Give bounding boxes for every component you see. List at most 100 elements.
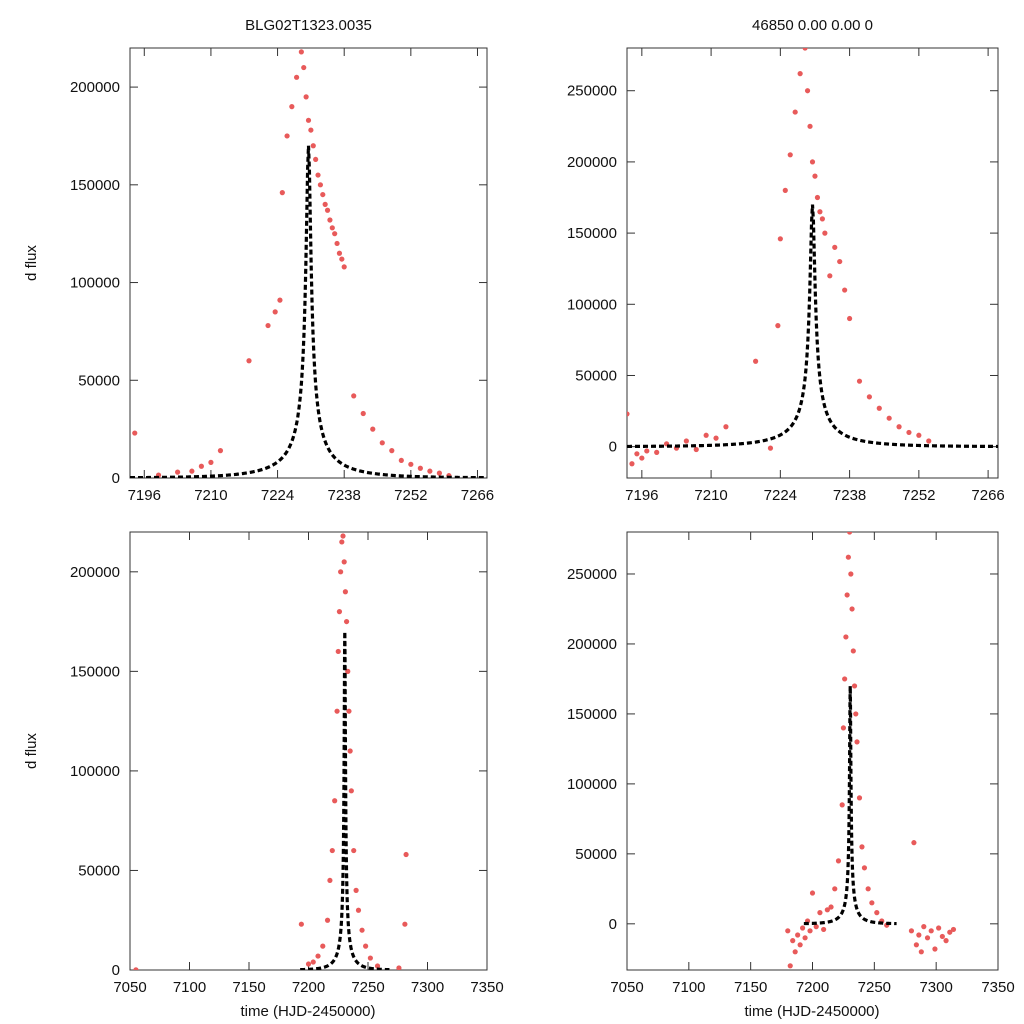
- y-axis-label: d flux: [23, 733, 40, 769]
- data-point: [876, 405, 882, 411]
- data-point: [802, 935, 808, 941]
- x-tick-label: 7196: [625, 487, 658, 504]
- data-point: [324, 917, 331, 923]
- x-tick-label: 7266: [971, 487, 1004, 504]
- data-point: [336, 609, 343, 615]
- model-curve: [130, 145, 487, 478]
- data-point: [396, 965, 402, 970]
- data-point: [301, 64, 307, 71]
- data-point: [277, 297, 283, 303]
- data-point: [208, 459, 214, 465]
- data-point: [329, 225, 335, 231]
- y-tick-label: 100000: [567, 296, 617, 313]
- panel-top-left: 0 50000 100000 150000 200000 7196 7210 7224 7238…: [23, 17, 494, 504]
- y-tick-label: 50000: [575, 846, 617, 863]
- data-point: [327, 217, 333, 223]
- data-points: [627, 48, 932, 467]
- data-point: [351, 847, 357, 854]
- data-point: [827, 273, 833, 279]
- panel-bottom-right: 0 50000 100000 150000 200000 250000 7050 7100 71…: [567, 531, 1015, 1020]
- data-point: [812, 173, 818, 179]
- data-point: [792, 949, 798, 955]
- x-tick-label: 7350: [981, 979, 1014, 996]
- data-point: [217, 448, 224, 454]
- data-point: [842, 676, 848, 682]
- data-point: [800, 925, 806, 931]
- y-tick-label: 0: [112, 962, 120, 979]
- data-point: [634, 451, 640, 457]
- plot-frame: [129, 531, 488, 971]
- data-points: [785, 532, 957, 969]
- y-tick-label: 200000: [567, 636, 617, 653]
- y-tick-label: 100000: [70, 275, 120, 292]
- x-tick-label: 7238: [833, 487, 866, 504]
- data-point: [339, 539, 345, 545]
- data-point: [861, 865, 868, 871]
- data-point: [832, 886, 838, 892]
- data-point: [279, 190, 285, 196]
- data-point: [924, 935, 931, 941]
- data-point: [814, 194, 821, 201]
- data-point: [308, 127, 314, 133]
- panel-title: BLG02T1323.0035: [245, 17, 372, 34]
- data-point: [787, 152, 793, 158]
- data-point: [298, 49, 304, 55]
- model-curve: [803, 685, 897, 926]
- data-point: [869, 900, 875, 906]
- y-tick-label: 150000: [567, 225, 617, 242]
- data-point: [133, 967, 139, 970]
- x-tick-label: 7050: [113, 979, 146, 996]
- data-point: [926, 438, 932, 444]
- y-tick-label: 150000: [70, 177, 120, 194]
- data-points: [132, 49, 452, 478]
- data-point: [363, 943, 369, 949]
- x-tick-label: 7252: [394, 487, 427, 504]
- data-point: [840, 725, 847, 731]
- data-point: [348, 788, 354, 794]
- data-point: [809, 159, 816, 165]
- data-point: [753, 358, 759, 364]
- data-point: [324, 207, 331, 213]
- data-point: [305, 117, 312, 123]
- x-tick-label: 7224: [261, 487, 294, 504]
- data-point: [305, 961, 312, 967]
- data-point: [265, 322, 271, 329]
- data-point: [402, 921, 408, 927]
- plot-frame: [129, 47, 488, 479]
- data-point: [389, 448, 395, 454]
- data-point: [802, 48, 808, 51]
- y-tick-label: 50000: [78, 372, 120, 389]
- data-point: [132, 430, 138, 436]
- data-point: [417, 465, 423, 471]
- plot-frame: [626, 47, 999, 479]
- data-point: [848, 571, 854, 577]
- data-point: [896, 424, 902, 430]
- data-point: [845, 554, 851, 560]
- data-point: [807, 123, 813, 129]
- x-tick-label: 7266: [461, 487, 494, 504]
- data-point: [370, 426, 376, 432]
- y-tick-label: 50000: [78, 862, 120, 879]
- x-tick-label: 7300: [411, 979, 444, 996]
- data-point: [797, 71, 803, 77]
- y-tick-label: 200000: [70, 79, 120, 96]
- data-point: [644, 448, 650, 454]
- data-point: [785, 928, 791, 934]
- y-tick-label: 250000: [567, 566, 617, 583]
- data-point: [310, 959, 316, 965]
- data-point: [847, 315, 853, 322]
- model-curve: [300, 631, 390, 970]
- data-point: [939, 933, 945, 940]
- data-point: [341, 264, 347, 270]
- x-tick-label: 7210: [194, 487, 227, 504]
- data-point: [341, 559, 347, 565]
- data-point: [436, 470, 442, 476]
- data-point: [327, 877, 333, 884]
- x-tick-label: 7200: [292, 979, 325, 996]
- data-point: [272, 309, 278, 315]
- data-point: [837, 258, 843, 265]
- x-tick-label: 7238: [328, 487, 361, 504]
- panel-top-right: 0 50000 100000 150000 200000 250000 7196 7210 72…: [567, 17, 1005, 504]
- data-point: [639, 455, 645, 461]
